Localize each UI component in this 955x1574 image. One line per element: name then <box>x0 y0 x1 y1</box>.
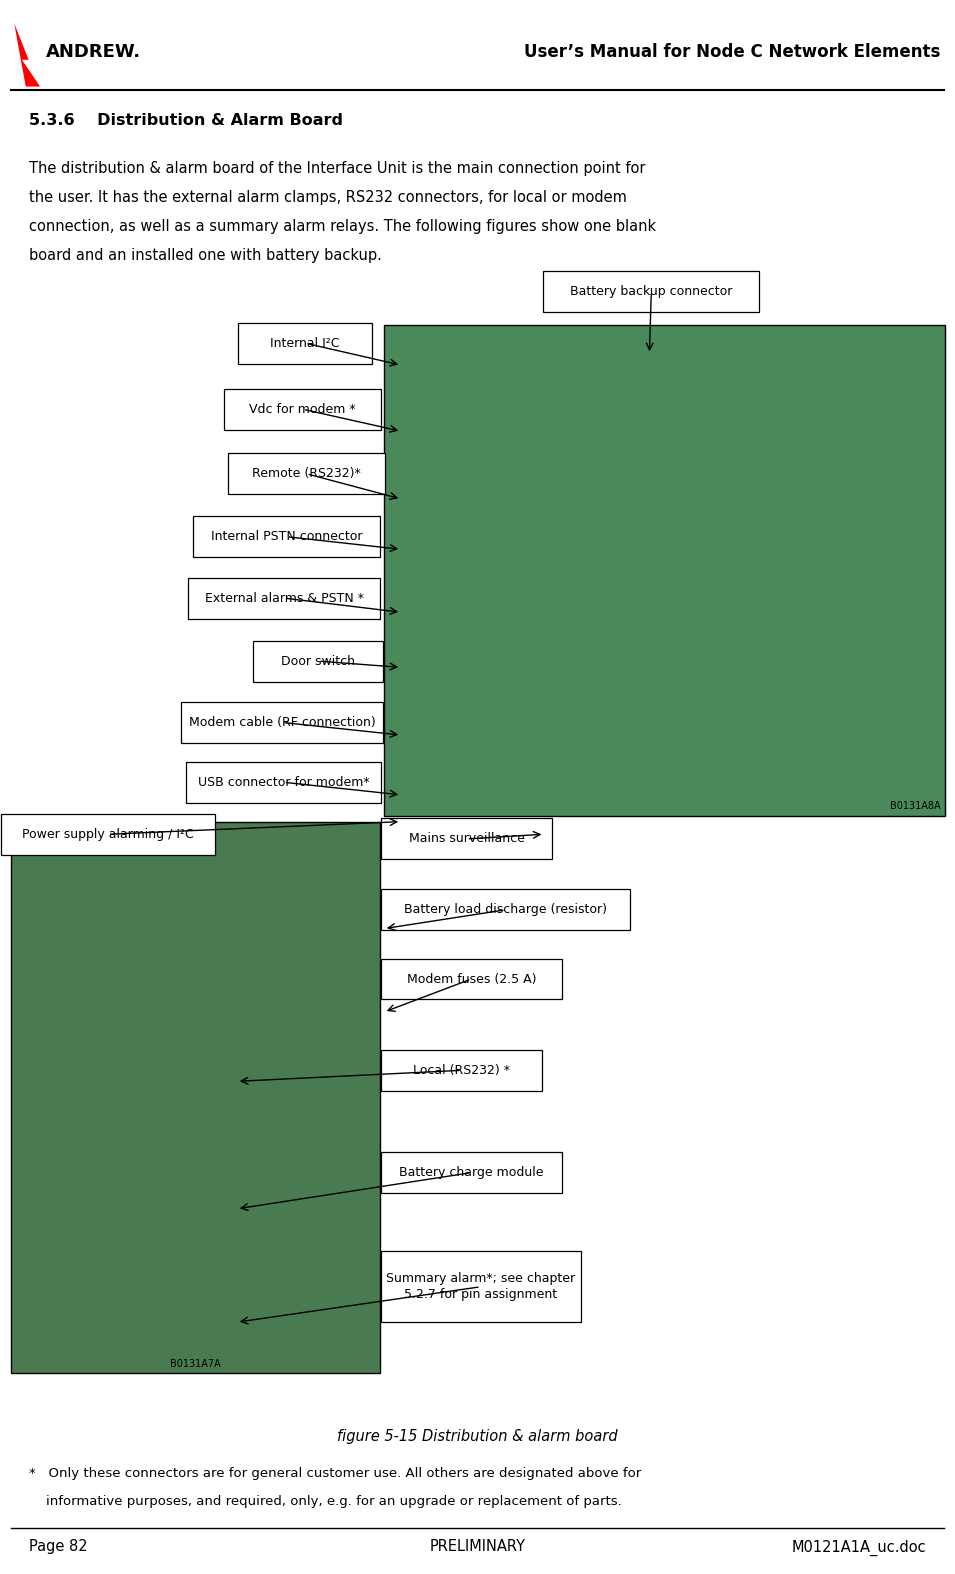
FancyBboxPatch shape <box>11 822 380 1373</box>
FancyBboxPatch shape <box>381 959 562 999</box>
Text: B0131A7A: B0131A7A <box>170 1360 222 1369</box>
Text: Local (RS232) *: Local (RS232) * <box>414 1064 510 1077</box>
Text: Internal I²C: Internal I²C <box>270 337 340 349</box>
FancyBboxPatch shape <box>381 1152 562 1193</box>
Text: The distribution & alarm board of the Interface Unit is the main connection poin: The distribution & alarm board of the In… <box>29 161 646 176</box>
FancyBboxPatch shape <box>181 702 383 743</box>
Text: the user. It has the external alarm clamps, RS232 connectors, for local or modem: the user. It has the external alarm clam… <box>29 189 626 205</box>
FancyBboxPatch shape <box>1 814 215 855</box>
Polygon shape <box>14 24 40 87</box>
Text: Power supply alarming / I²C: Power supply alarming / I²C <box>22 828 194 841</box>
Text: Summary alarm*; see chapter
5.2.7 for pin assignment: Summary alarm*; see chapter 5.2.7 for pi… <box>386 1272 576 1302</box>
Text: Mains surveillance: Mains surveillance <box>409 833 524 845</box>
Text: board and an installed one with battery backup.: board and an installed one with battery … <box>29 247 382 263</box>
Text: USB connector for modem*: USB connector for modem* <box>198 776 370 789</box>
FancyBboxPatch shape <box>186 762 381 803</box>
Text: Remote (RS232)*: Remote (RS232)* <box>252 467 361 480</box>
Text: Door switch: Door switch <box>281 655 355 667</box>
FancyBboxPatch shape <box>543 271 759 312</box>
Text: PRELIMINARY: PRELIMINARY <box>430 1539 525 1555</box>
Text: User’s Manual for Node C Network Elements: User’s Manual for Node C Network Element… <box>524 42 941 61</box>
Text: Vdc for modem *: Vdc for modem * <box>249 403 356 416</box>
Text: Internal PSTN connector: Internal PSTN connector <box>211 530 362 543</box>
Text: External alarms & PSTN *: External alarms & PSTN * <box>204 592 364 604</box>
Text: Modem fuses (2.5 A): Modem fuses (2.5 A) <box>407 973 536 985</box>
FancyBboxPatch shape <box>381 1050 542 1091</box>
Text: informative purposes, and required, only, e.g. for an upgrade or replacement of : informative purposes, and required, only… <box>29 1495 622 1508</box>
Text: M0121A1A_uc.doc: M0121A1A_uc.doc <box>792 1539 926 1555</box>
Text: connection, as well as a summary alarm relays. The following figures show one bl: connection, as well as a summary alarm r… <box>29 219 656 235</box>
FancyBboxPatch shape <box>384 324 945 815</box>
Text: figure 5-15 Distribution & alarm board: figure 5-15 Distribution & alarm board <box>337 1429 618 1445</box>
Text: B0131A8A: B0131A8A <box>890 801 941 812</box>
FancyBboxPatch shape <box>224 389 381 430</box>
Text: 5.3.6    Distribution & Alarm Board: 5.3.6 Distribution & Alarm Board <box>29 113 343 129</box>
Text: Modem cable (RF connection): Modem cable (RF connection) <box>189 716 375 729</box>
Text: Battery backup connector: Battery backup connector <box>570 285 732 297</box>
FancyBboxPatch shape <box>381 889 630 930</box>
FancyBboxPatch shape <box>228 453 385 494</box>
Text: *   Only these connectors are for general customer use. All others are designate: * Only these connectors are for general … <box>29 1467 641 1480</box>
Text: ANDREW.: ANDREW. <box>46 42 141 61</box>
Text: Page 82: Page 82 <box>29 1539 87 1555</box>
FancyBboxPatch shape <box>253 641 383 682</box>
FancyBboxPatch shape <box>193 516 380 557</box>
FancyBboxPatch shape <box>238 323 372 364</box>
FancyBboxPatch shape <box>381 818 552 859</box>
FancyBboxPatch shape <box>381 1251 581 1322</box>
Text: Battery charge module: Battery charge module <box>399 1166 543 1179</box>
FancyBboxPatch shape <box>188 578 380 619</box>
Text: Battery load discharge (resistor): Battery load discharge (resistor) <box>404 903 607 916</box>
